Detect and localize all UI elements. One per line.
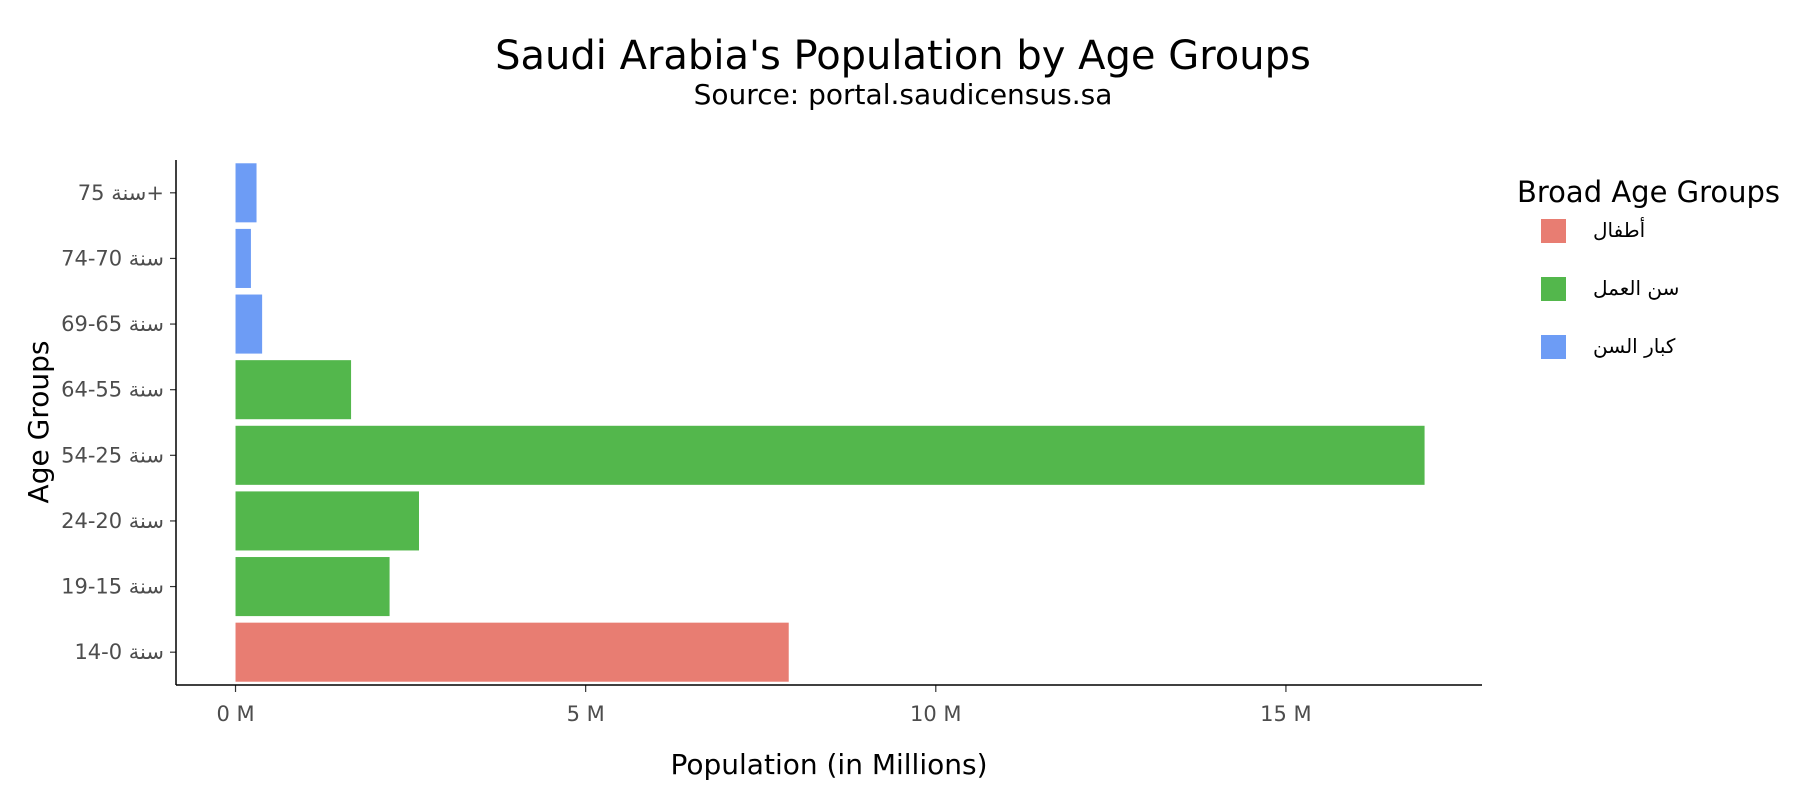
x-tick-label: 10 M [910,702,962,726]
legend-title: Broad Age Groups [1517,175,1780,209]
plot-area: سنة 0-14 سنة 15-19 سنة 20-24 سنة 25-54 سنة 5… [61,163,1425,726]
legend-label: كبار السن [1593,334,1676,358]
legend-label: سن العمل [1593,276,1679,300]
y-tick-label: سنة 20-24 [61,509,164,533]
bar-1 [235,557,390,617]
chart-subtitle: Source: portal.saudicensus.sa [694,78,1113,111]
x-tick-label: 15 M [1260,702,1312,726]
legend-swatch [1541,335,1566,359]
legend: Broad Age Groups أطفال سن العمل كبار السن [1517,175,1780,359]
bar-6 [235,228,251,288]
legend-swatch [1541,277,1566,301]
y-tick-label: سنة 70-74 [61,246,164,270]
bar-0 [235,622,789,682]
y-tick-label: سنة 55-64 [61,378,164,402]
y-tick-label: سنة 25-54 [61,443,164,467]
bar-5 [235,294,263,354]
x-axis-title: Population (in Millions) [670,748,987,781]
y-tick-label: سنة 75+ [78,181,164,205]
bar-2 [235,491,419,551]
chart-title: Saudi Arabia's Population by Age Groups [495,33,1311,79]
y-axis-title: Age Groups [22,341,55,504]
y-tick-label: سنة 0-14 [74,640,164,664]
y-tick-label: سنة 15-19 [61,575,164,599]
legend-swatch [1541,219,1566,243]
x-tick-label: 5 M [567,702,605,726]
x-tick-label: 0 M [216,702,254,726]
y-tick-label: سنة 65-69 [61,312,164,336]
bar-3 [235,425,1425,485]
bar-7 [235,163,257,223]
bar-4 [235,360,352,420]
legend-label: أطفال [1593,217,1645,242]
